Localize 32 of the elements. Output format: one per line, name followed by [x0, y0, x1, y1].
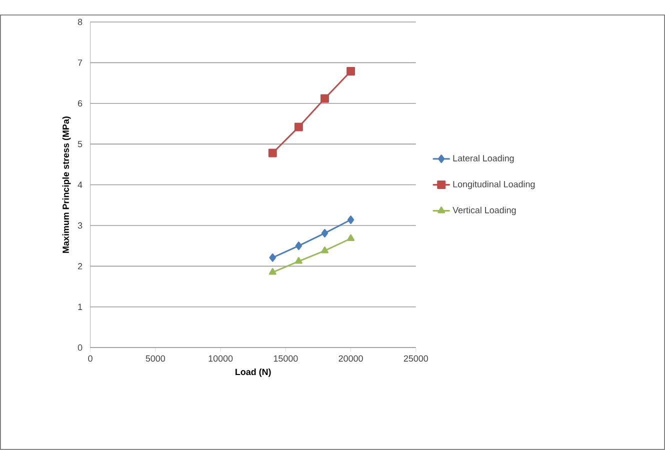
point — [320, 94, 329, 103]
point — [346, 67, 356, 76]
x-axis-title: Load (N) — [236, 368, 271, 377]
x-tick-label: 10000 — [208, 355, 233, 362]
legend-label: Longitudinal Loading — [453, 180, 535, 190]
y-tick-label: 1 — [78, 304, 82, 310]
point — [269, 253, 276, 262]
y-tick-label: 8 — [78, 18, 82, 26]
point — [268, 148, 277, 158]
x-tick-label: 20000 — [338, 355, 363, 362]
y-tick-label: 5 — [78, 141, 82, 148]
y-tick-label: 3 — [78, 222, 82, 229]
point — [268, 268, 276, 275]
y-tick-label: 4 — [78, 182, 82, 188]
x-tick-label: 15000 — [274, 355, 298, 362]
y-axis-title: Maximum Principle stress (MPa) — [62, 116, 71, 253]
point — [294, 257, 302, 264]
legend-label: Lateral Loading — [453, 154, 514, 164]
legend-label: Vertical Loading — [452, 206, 516, 216]
y-tick-label: 7 — [78, 60, 82, 66]
point — [347, 216, 354, 224]
point — [321, 229, 328, 238]
x-tick-label: 0 — [88, 355, 92, 362]
x-tick-label: 25000 — [404, 355, 428, 362]
y-tick-label: 0 — [78, 344, 82, 351]
point — [320, 246, 328, 254]
point — [295, 242, 302, 250]
y-tick-label: 2 — [78, 263, 82, 270]
point — [347, 234, 355, 242]
point — [294, 122, 303, 132]
x-tick-label: 5000 — [146, 355, 166, 362]
y-tick-label: 6 — [78, 100, 82, 107]
